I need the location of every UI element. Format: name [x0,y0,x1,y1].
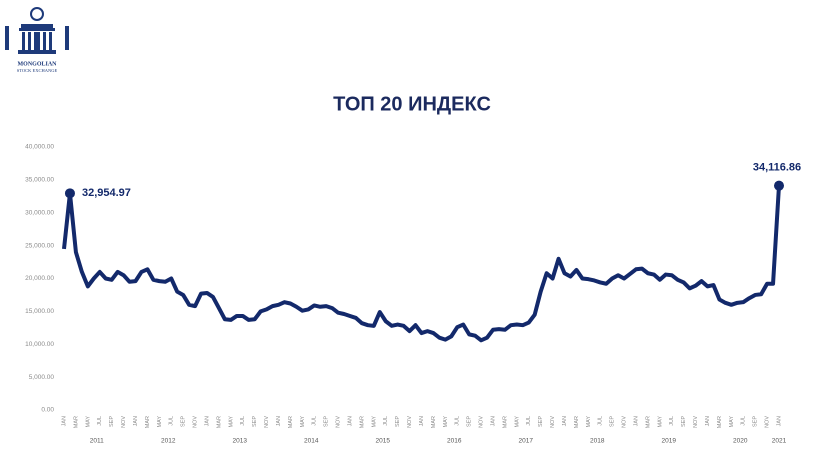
x-tick-label: NOV [479,416,485,428]
x-tick-label: NOV [264,416,270,428]
x-tick-label: NOV [693,416,699,428]
x-tick-label: JUL [97,416,103,426]
x-tick-label: SEP [538,416,544,427]
year-label: 2019 [662,438,677,445]
x-tick-label: JAN [61,416,67,426]
point-marker [64,188,75,199]
x-tick-label: SEP [610,416,616,427]
x-tick-label: NOV [336,416,342,428]
x-tick-label: SEP [395,416,401,427]
x-tick-label: SEP [252,416,258,427]
x-tick-label: JUL [455,416,461,426]
x-tick-label: SEP [753,416,759,427]
x-tick-label: JAN [347,416,353,426]
x-tick-label: JAN [133,416,139,426]
year-label: 2013 [233,438,248,445]
x-tick-label: MAR [145,416,151,428]
x-tick-label: JAN [562,416,568,426]
year-label: 2017 [519,438,534,445]
x-tick-label: NOV [765,416,771,428]
x-tick-label: NOV [121,416,127,428]
x-tick-label: NOV [193,416,199,428]
x-tick-label: NOV [407,416,413,428]
x-tick-label: JAN [776,416,782,426]
x-tick-label: MAR [717,416,723,428]
x-tick-label: SEP [181,416,187,427]
x-tick-label: JUL [669,416,675,426]
y-tick-label: 10,000.00 [25,341,54,348]
x-tick-label: MAR [645,416,651,428]
x-tick-label: NOV [622,416,628,428]
x-tick-label: MAR [216,416,222,428]
x-tick-label: MAY [228,416,234,428]
year-label: 2021 [772,438,787,445]
x-tick-label: JUL [383,416,389,426]
x-tick-label: MAY [443,416,449,428]
y-tick-label: 5,000.00 [29,374,55,381]
y-tick-label: 35,000.00 [25,177,54,184]
x-tick-label: MAY [729,416,735,428]
year-label: 2014 [304,438,319,445]
point-marker [774,180,784,191]
x-tick-label: JAN [705,416,711,426]
value-label: 32,954.97 [82,187,131,199]
x-tick-label: JUL [240,416,246,426]
x-tick-label: MAR [359,416,365,428]
x-tick-label: SEP [109,416,115,427]
year-label: 2016 [447,438,462,445]
x-tick-label: SEP [467,416,473,427]
x-tick-label: MAR [431,416,437,428]
x-tick-label: JUL [598,416,604,426]
x-tick-label: JUL [526,416,532,426]
logo-text: STOCK EXCHANGE [17,68,58,73]
y-tick-label: 15,000.00 [25,308,54,315]
x-tick-label: JAN [276,416,282,426]
chart-title: ТОП 20 ИНДЕКС [333,93,491,115]
x-tick-label: MAR [574,416,580,428]
year-label: 2018 [590,438,605,445]
x-tick-label: JAN [490,416,496,426]
x-tick-label: MAY [85,416,91,428]
logo: MONGOLIAN STOCK EXCHANGE [5,7,69,73]
x-tick-label: JAN [419,416,425,426]
x-tick-label: SEP [324,416,330,427]
y-tick-label: 20,000.00 [25,275,54,282]
y-tick-label: 40,000.00 [25,144,54,151]
year-label: 2020 [733,438,748,445]
x-tick-label: NOV [550,416,556,428]
x-tick-label: MAR [73,416,79,428]
x-tick-label: JUL [741,416,747,426]
year-label: 2015 [376,438,391,445]
y-tick-label: 0.00 [41,407,54,414]
x-tick-label: MAY [300,416,306,428]
line [62,185,781,343]
year-label: 2011 [90,438,104,445]
x-tick-label: JAN [204,416,210,426]
x-tick-label: MAY [157,416,163,428]
x-tick-label: JUL [169,416,175,426]
x-tick-label: MAY [657,416,663,428]
value-label: 34,116.86 [753,162,801,174]
x-tick-label: MAY [514,416,520,428]
y-tick-label: 25,000.00 [25,242,54,249]
x-tick-label: MAR [502,416,508,428]
x-tick-label: MAY [371,416,377,428]
x-tick-label: MAR [288,416,294,428]
x-tick-label: JAN [633,416,639,426]
y-tick-label: 30,000.00 [25,209,54,216]
x-tick-label: MAY [586,416,592,428]
year-label: 2012 [161,438,176,445]
logo-text: MONGOLIAN [18,61,58,67]
x-tick-label: JUL [312,416,318,426]
x-tick-label: SEP [681,416,687,427]
